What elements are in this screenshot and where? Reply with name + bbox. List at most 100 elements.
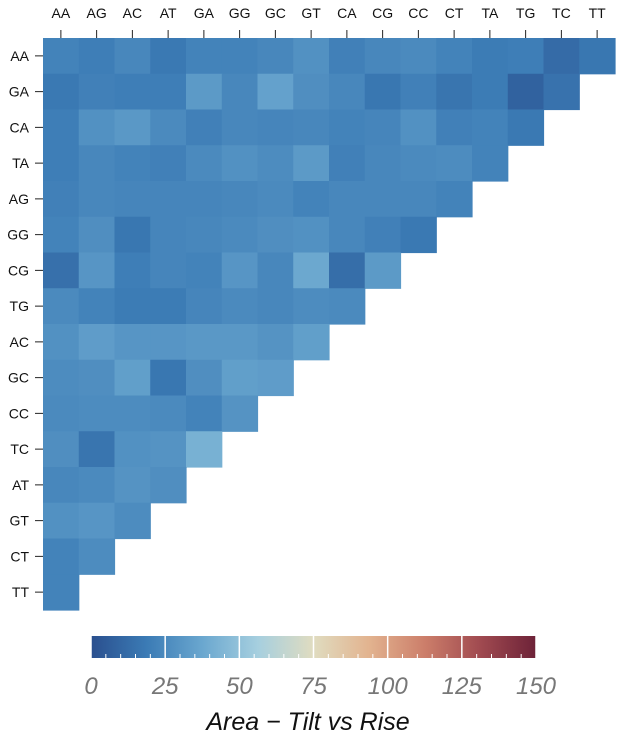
heatmap-cell [150,252,187,289]
heatmap-cell [114,467,151,504]
heatmap-cell [78,145,116,182]
heatmap-cell [329,73,366,111]
row-tick-label: GG [7,227,29,243]
heatmap-cell [78,288,116,325]
heatmap-cell [257,359,294,397]
column-tick-label: TC [552,5,571,21]
heatmap-cell [186,395,223,432]
heatmap-cell [221,359,259,397]
heatmap-cell [78,38,116,75]
heatmap-cell [221,38,259,75]
heatmap-cell [186,252,223,289]
column-tick-label: GG [229,5,251,21]
heatmap-cell [43,38,80,75]
heatmap-cell [364,181,402,218]
heatmap-cell [114,216,151,254]
colorbar-title: Area − Tilt vs Rise [204,708,409,736]
colorbar-tick-label: 25 [151,673,179,700]
heatmap-cell [257,109,294,146]
heatmap-cell [543,38,580,75]
heatmap-cell [293,73,330,111]
heatmap-cell [43,216,80,254]
row-tick-label: TC [10,441,29,457]
heatmap-cell [436,181,473,218]
heatmap-cell [43,574,80,611]
heatmap-cell [579,38,616,75]
row-tick-label: CC [9,405,29,421]
heatmap-cell [293,288,330,325]
heatmap-cell [364,73,402,111]
heatmap-cell [364,252,402,289]
heatmap-cell [114,324,151,361]
column-axis: AA AG AC AT GA GG GC GT CA CG CC CT TA TG TC TT [52,5,607,38]
column-tick-label: GC [265,5,286,21]
heatmap-cells [43,38,616,611]
heatmap-cell [150,288,187,325]
heatmap-cell [78,216,116,254]
column-tick-label: AT [160,5,177,21]
heatmap-cell [472,38,509,75]
heatmap-cell [43,395,80,432]
heatmap-cell [257,216,294,254]
heatmap-cell [221,395,259,432]
row-tick-label: GC [8,370,29,386]
heatmap-cell [78,538,116,575]
heatmap-cell [43,538,80,575]
heatmap-cell [400,73,437,111]
colorbar-tick-label: 50 [226,673,253,700]
heatmap-cell [78,431,116,468]
heatmap-cell [43,502,80,540]
heatmap-cell [43,359,80,397]
heatmap-cell [186,145,223,182]
row-axis: AA GA CA TA AG GG CG TG AC GC CC TC AT GT CT TT [7,48,43,600]
heatmap-cell [78,109,116,146]
heatmap-cell [78,467,116,504]
heatmap-cell [114,145,151,182]
heatmap-cell [257,38,294,75]
heatmap-cell [114,431,151,468]
heatmap-cell [329,252,366,289]
heatmap-cell [186,431,223,468]
heatmap-cell [43,109,80,146]
heatmap-cell [150,395,187,432]
heatmap-cell [43,145,80,182]
heatmap-cell [150,431,187,468]
heatmap-cell [436,145,473,182]
heatmap-cell [114,181,151,218]
heatmap-cell [78,395,116,432]
heatmap-cell [364,145,402,182]
heatmap-cell [186,324,223,361]
column-tick-label: TG [516,5,535,21]
heatmap-cell [364,38,402,75]
heatmap-cell [186,288,223,325]
heatmap-cell [293,216,330,254]
heatmap-cell [114,109,151,146]
row-tick-label: TA [12,155,30,171]
heatmap-cell [150,324,187,361]
heatmap-cell [293,145,330,182]
heatmap-cell [43,252,80,289]
row-tick-label: AT [12,477,29,493]
heatmap-cell [293,109,330,146]
heatmap-cell [472,145,509,182]
heatmap-cell [150,145,187,182]
column-tick-label: AG [87,5,107,21]
heatmap-cell [221,73,259,111]
colorbar-tick-label: 125 [442,673,483,700]
heatmap-cell [186,359,223,397]
heatmap-cell [114,252,151,289]
row-tick-label: AA [10,48,29,64]
column-tick-label: CC [408,5,428,21]
heatmap-cell [400,109,437,146]
heatmap-cell [114,395,151,432]
heatmap-cell [436,73,473,111]
heatmap-cell [329,38,366,75]
row-tick-label: TG [10,298,29,314]
heatmap-cell [43,288,80,325]
row-tick-label: CG [8,262,29,278]
heatmap-cell [257,252,294,289]
heatmap-cell [150,73,187,111]
column-tick-label: TT [589,5,607,21]
heatmap-cell [472,73,509,111]
